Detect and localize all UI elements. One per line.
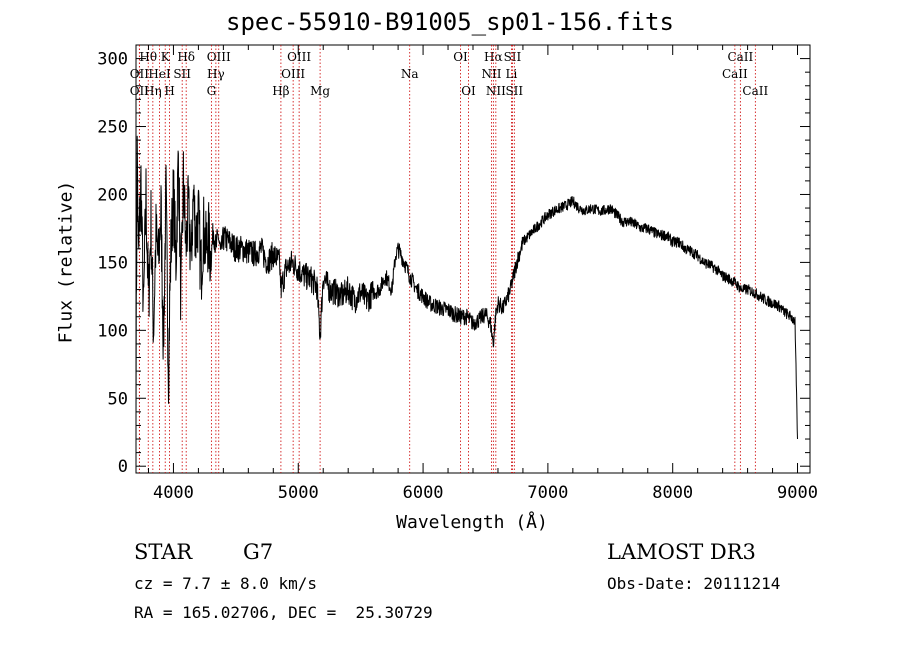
plot-frame — [135, 44, 811, 474]
line-label-22: SII — [504, 50, 522, 64]
line-label-21: NII — [486, 84, 506, 98]
x-tick-label-0: 4000 — [153, 483, 194, 503]
spectrum-line — [135, 135, 798, 440]
chart-title: spec-55910-B91005_sp01-156.fits — [226, 8, 674, 36]
line-label-6: SII — [173, 67, 191, 81]
x-tick-label-3: 7000 — [527, 483, 568, 503]
x-tick-label-2: 6000 — [403, 483, 444, 503]
coordinates-text: RA = 165.02706, DEC = 25.30729 — [134, 603, 433, 622]
line-label-15: Mg — [310, 84, 330, 98]
x-tick-label-4: 8000 — [652, 483, 693, 503]
line-label-5: K — [161, 50, 171, 64]
y-tick-label-1: 50 — [108, 389, 128, 409]
line-label-4: HeI — [148, 67, 171, 81]
line-label-25: CaII — [727, 50, 753, 64]
line-label-20: NII — [481, 67, 501, 81]
line-label-7: H — [164, 84, 174, 98]
line-label-11: G — [207, 84, 217, 98]
line-label-1: OII — [130, 84, 150, 98]
redshift-text: cz = 7.7 ± 8.0 km/s — [134, 574, 318, 593]
y-tick-label-6: 300 — [97, 50, 128, 70]
line-label-3: Hη — [144, 84, 162, 98]
line-label-16: Na — [401, 67, 419, 81]
y-tick-label-5: 250 — [97, 118, 128, 138]
obs-date: Obs-Date: 20111214 — [607, 574, 781, 593]
line-label-26: CaII — [722, 67, 748, 81]
line-label-17: OI — [453, 50, 468, 64]
object-subclass: G7 — [243, 540, 274, 564]
line-label-14: OIII — [287, 50, 311, 64]
object-class: STAR — [134, 540, 193, 564]
x-tick-label-5: 9000 — [777, 483, 818, 503]
y-tick-label-0: 0 — [118, 457, 128, 477]
x-axis-label: Wavelength (Å) — [396, 512, 548, 533]
survey-label: LAMOST DR3 — [607, 540, 756, 564]
x-tick-label-1: 5000 — [278, 483, 319, 503]
line-label-24: SII — [505, 84, 523, 98]
y-axis-label: Flux (relative) — [55, 180, 77, 344]
line-label-18: OI — [461, 84, 476, 98]
line-label-9: OIII — [207, 50, 231, 64]
line-label-19: Hα — [484, 50, 503, 64]
y-tick-label-2: 100 — [97, 321, 128, 341]
line-label-23: Li — [506, 67, 518, 81]
line-label-27: CaII — [742, 84, 768, 98]
line-label-13: OIII — [281, 67, 305, 81]
y-tick-label-3: 150 — [97, 253, 128, 273]
line-label-10: Hγ — [207, 67, 225, 81]
line-label-12: Hβ — [272, 84, 289, 98]
y-tick-label-4: 200 — [97, 185, 128, 205]
line-label-2: Hθ — [139, 50, 157, 64]
line-label-8: Hδ — [177, 50, 195, 64]
